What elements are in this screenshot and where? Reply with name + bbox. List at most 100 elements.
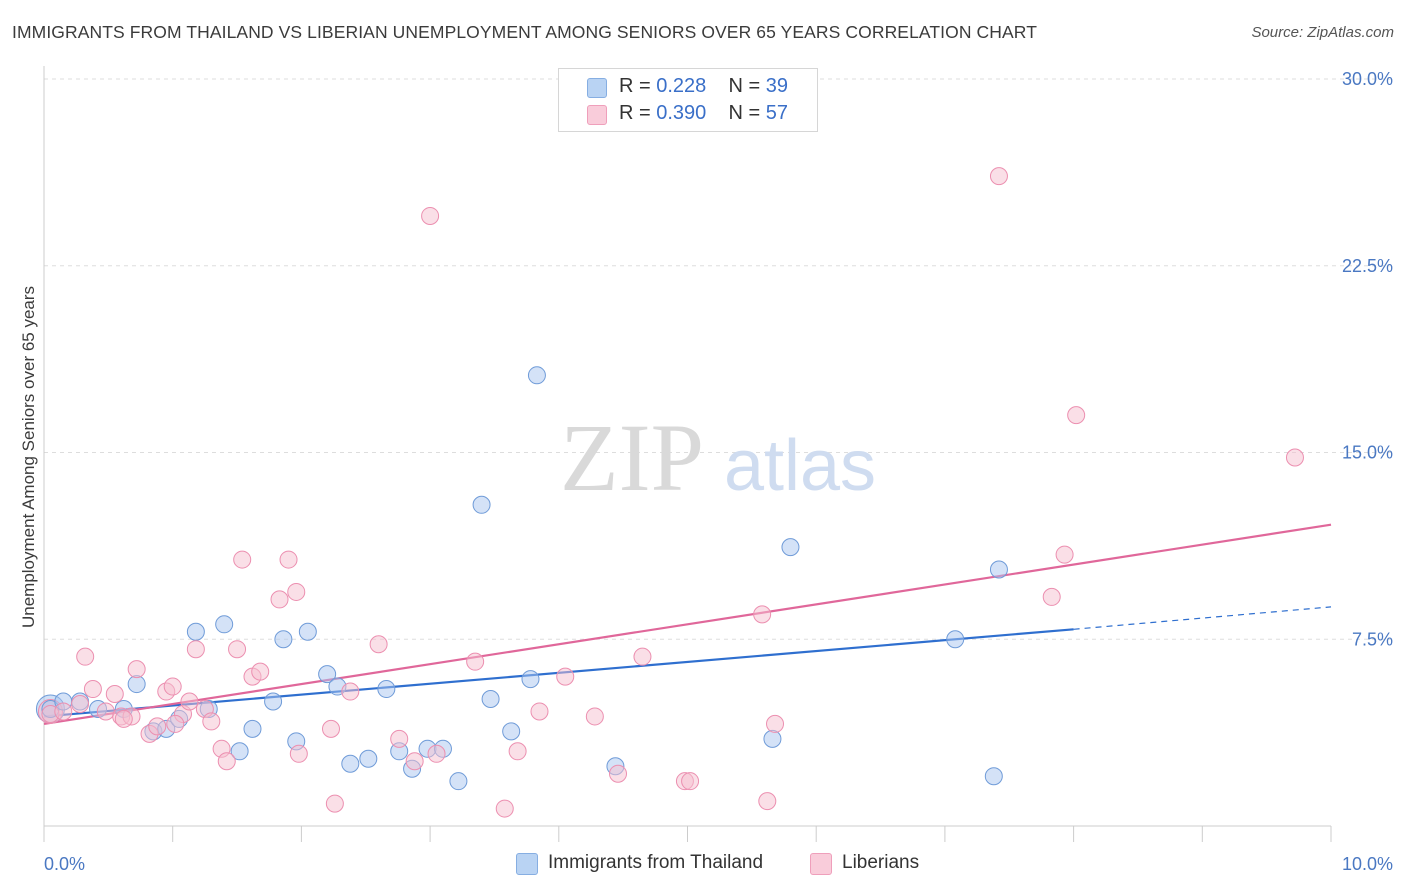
point-liberian — [71, 694, 90, 713]
point-liberian — [325, 794, 344, 813]
point-liberian — [114, 709, 133, 728]
point-liberian — [166, 714, 185, 733]
point-thailand — [946, 630, 965, 649]
point-thailand — [377, 680, 396, 699]
point-liberian — [1042, 587, 1061, 606]
watermark-zip: ZIP — [560, 404, 704, 511]
data-points — [35, 167, 1304, 818]
watermark-atlas: atlas — [724, 426, 876, 506]
point-liberian — [681, 772, 700, 791]
point-thailand — [502, 722, 521, 741]
x-tick-label: 10.0% — [1342, 854, 1393, 874]
legend-series: Immigrants from Thailand Liberians — [0, 850, 1406, 880]
point-thailand — [186, 622, 205, 641]
point-thailand — [481, 690, 500, 709]
y-tick-label: 15.0% — [1342, 443, 1393, 463]
point-liberian — [466, 652, 485, 671]
legend-label-liberian: Liberians — [842, 852, 920, 873]
point-liberian — [633, 647, 652, 666]
point-thailand — [215, 615, 234, 634]
chart-title: IMMIGRANTS FROM THAILAND VS LIBERIAN UNE… — [12, 22, 1038, 42]
point-liberian — [758, 792, 777, 811]
point-liberian — [427, 744, 446, 763]
legend-swatch-liberian — [587, 105, 607, 125]
legend-swatch-thailand — [587, 78, 607, 98]
point-thailand — [274, 630, 293, 649]
point-liberian — [233, 550, 252, 569]
point-liberian — [251, 662, 270, 681]
n-label: N = — [728, 75, 761, 97]
point-liberian — [96, 702, 115, 721]
point-liberian — [530, 702, 549, 721]
point-liberian — [495, 799, 514, 818]
point-liberian — [186, 640, 205, 659]
point-thailand — [527, 366, 546, 385]
point-liberian — [609, 764, 628, 783]
point-liberian — [322, 719, 341, 738]
chart-source: Source: ZipAtlas.com — [1251, 24, 1394, 41]
point-liberian — [54, 702, 73, 721]
point-liberian — [341, 682, 360, 701]
point-liberian — [556, 667, 575, 686]
point-liberian — [989, 167, 1008, 186]
point-liberian — [163, 677, 182, 696]
point-thailand — [230, 742, 249, 761]
point-thailand — [521, 670, 540, 689]
point-liberian — [217, 752, 236, 771]
point-liberian — [76, 647, 95, 666]
legend-stats: R = 0.228 N = 39 R = 0.390 N = 57 — [558, 68, 818, 132]
r-label: R = — [619, 75, 651, 97]
point-thailand — [318, 665, 337, 684]
r-value: 0.228 — [656, 75, 707, 97]
point-liberian — [585, 707, 604, 726]
point-liberian — [148, 717, 167, 736]
y-tick-label: 30.0% — [1342, 69, 1393, 89]
point-liberian — [1055, 545, 1074, 564]
tick-labels: 7.5% 15.0% 22.5% 30.0% 0.0% 10.0% — [44, 69, 1393, 874]
point-thailand — [264, 692, 283, 711]
point-thailand — [449, 772, 468, 791]
legend-label-thailand: Immigrants from Thailand — [548, 852, 764, 873]
point-thailand — [341, 754, 360, 773]
point-liberian — [766, 714, 785, 733]
legend-swatch-liberian — [810, 853, 832, 875]
point-liberian — [1285, 448, 1304, 467]
point-liberian — [83, 680, 102, 699]
trend-line-thailand-extension — [1073, 606, 1332, 630]
point-liberian — [228, 640, 247, 659]
legend-swatch-thailand — [516, 853, 538, 875]
point-liberian — [289, 744, 308, 763]
point-liberian — [180, 692, 199, 711]
point-liberian — [421, 206, 440, 225]
point-liberian — [279, 550, 298, 569]
point-liberian — [390, 729, 409, 748]
trend-line-liberian — [43, 523, 1332, 725]
y-axis-title: Unemployment Among Seniors over 65 years — [19, 286, 38, 628]
watermark: ZIP atlas — [560, 404, 876, 511]
point-liberian — [753, 605, 772, 624]
point-thailand — [989, 560, 1008, 579]
point-liberian — [508, 742, 527, 761]
point-liberian — [405, 752, 424, 771]
r-label: R = — [619, 102, 651, 124]
point-liberian — [202, 712, 221, 731]
point-liberian — [270, 590, 289, 609]
n-label: N = — [728, 102, 761, 124]
point-thailand — [984, 767, 1003, 786]
grid-lines — [44, 78, 1391, 640]
point-liberian — [1067, 406, 1086, 425]
point-thailand — [781, 538, 800, 557]
r-value: 0.390 — [656, 102, 707, 124]
point-thailand — [298, 622, 317, 641]
point-liberian — [369, 635, 388, 654]
point-thailand — [243, 719, 262, 738]
n-value: 39 — [765, 75, 789, 97]
y-tick-label: 7.5% — [1352, 629, 1393, 649]
x-tick-label: 0.0% — [44, 854, 85, 874]
n-value: 57 — [765, 102, 789, 124]
point-thailand — [763, 729, 782, 748]
point-thailand — [472, 495, 491, 514]
point-thailand — [359, 749, 378, 768]
y-tick-label: 22.5% — [1342, 256, 1393, 276]
